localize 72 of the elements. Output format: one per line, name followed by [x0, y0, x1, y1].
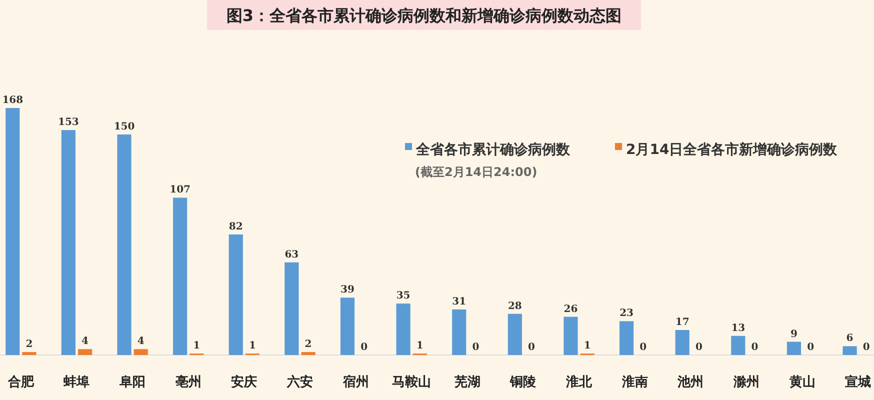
x-tick-label: 黄山 [788, 375, 816, 390]
data-label: 35 [396, 290, 410, 302]
data-label: 31 [452, 296, 466, 308]
bar [301, 352, 316, 355]
chart-title: 图3：全省各市累计确诊病例数和新增确诊病例数动态图 [226, 6, 622, 25]
x-tick-label: 安庆 [231, 374, 258, 390]
data-label: 9 [790, 328, 798, 340]
data-label: 28 [508, 300, 522, 312]
legend-label: 2月14日全省各市新增确诊病例数 [626, 140, 838, 158]
data-label: 82 [228, 221, 243, 232]
bar [508, 314, 522, 355]
data-label: 0 [751, 342, 758, 353]
data-label: 2 [26, 339, 33, 350]
data-label: 150 [114, 121, 135, 132]
x-tick-label: 铜陵 [509, 375, 538, 390]
x-tick-label: 宣城 [845, 374, 872, 390]
bar [396, 304, 410, 355]
data-label: 0 [807, 342, 814, 353]
data-label: 0 [528, 342, 536, 353]
data-label: 26 [564, 304, 578, 315]
data-label: 0 [862, 342, 870, 353]
data-label: 39 [340, 284, 354, 296]
data-label: 0 [695, 342, 702, 353]
data-label: 153 [58, 117, 79, 128]
data-label: 168 [2, 95, 24, 106]
bar [284, 262, 299, 355]
x-tick-label: 池州 [676, 375, 704, 390]
bar [731, 336, 746, 355]
x-tick-label: 六安 [286, 374, 313, 390]
bar [134, 349, 148, 355]
bar [675, 330, 690, 355]
data-label: 107 [170, 184, 191, 196]
x-tick-label: 马鞍山 [392, 374, 432, 390]
data-label: 0 [640, 342, 647, 353]
data-label: 1 [416, 340, 424, 352]
data-label: 1 [584, 340, 591, 352]
data-label: 13 [731, 322, 746, 334]
bar [78, 349, 92, 355]
bar [117, 134, 132, 355]
x-tick-label: 芜湖 [453, 374, 480, 390]
bar [619, 321, 634, 355]
data-label: 1 [193, 340, 200, 352]
data-label: 4 [82, 336, 89, 348]
bar [564, 316, 578, 355]
x-tick-label: 淮北 [565, 374, 594, 390]
bar [786, 342, 802, 355]
data-label: 1 [248, 340, 256, 352]
x-tick-label: 蚌埠 [62, 374, 90, 390]
x-tick-label: 亳州 [175, 374, 202, 390]
text: (截至2月14日24:00) [415, 165, 538, 179]
bar [173, 198, 188, 355]
data-label: 0 [472, 342, 480, 353]
bar [228, 234, 243, 355]
data-label: 63 [284, 249, 299, 260]
bar [452, 309, 466, 355]
x-tick-label: 宿州 [342, 374, 369, 390]
x-tick-label: 淮南 [620, 374, 648, 390]
bar [61, 130, 76, 355]
data-label: 4 [137, 336, 144, 348]
data-label: 2 [304, 339, 312, 350]
x-tick-label: 滁州 [732, 375, 760, 390]
x-tick-label: 阜阳 [118, 375, 146, 390]
bar [340, 298, 355, 355]
bar [22, 352, 36, 355]
bar [842, 346, 857, 355]
bar [6, 108, 20, 355]
data-label: 0 [360, 342, 368, 353]
x-tick-label: 合肥 [6, 374, 35, 390]
data-label: 23 [620, 308, 634, 320]
data-label: 6 [846, 333, 854, 344]
legend-label: 全省各市累计确诊病例数 [415, 140, 571, 158]
data-label: 17 [675, 317, 690, 328]
